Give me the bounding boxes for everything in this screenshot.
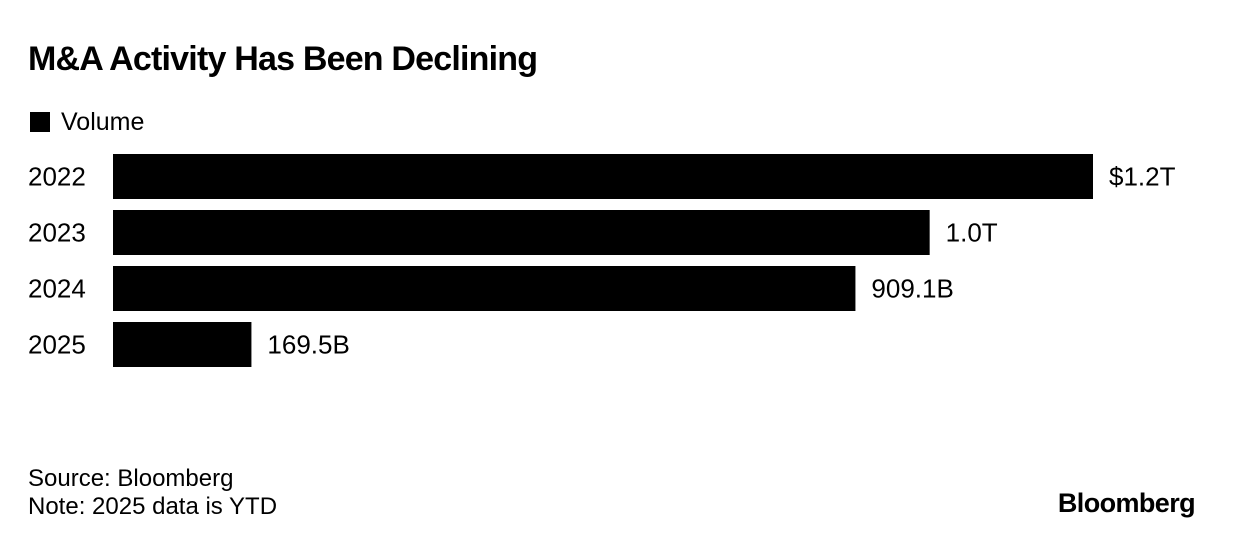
bar-2022 — [113, 154, 1093, 199]
data-label-2025: 169.5B — [267, 330, 349, 360]
bar-2023 — [113, 210, 930, 255]
legend-label-volume: Volume — [61, 107, 145, 136]
bar-2025 — [113, 322, 252, 367]
chart-title: M&A Activity Has Been Declining — [28, 40, 538, 78]
category-label-2022: 2022 — [28, 162, 86, 192]
footer-notes: Source: Bloomberg Note: 2025 data is YTD — [28, 465, 277, 521]
bar-2024 — [113, 266, 856, 311]
bloomberg-logo: Bloomberg — [1057, 488, 1196, 518]
category-label-2024: 2024 — [28, 274, 86, 304]
data-label-2024: 909.1B — [871, 274, 953, 304]
legend-swatch-volume — [30, 112, 50, 132]
source-note: Source: Bloomberg — [28, 465, 234, 492]
category-label-2025: 2025 — [28, 330, 86, 360]
data-label-2022: $1.2T — [1109, 162, 1176, 192]
legend: Volume — [30, 106, 144, 138]
category-label-2023: 2023 — [28, 218, 86, 248]
data-label-2023: 1.0T — [946, 218, 998, 248]
ytd-note: Note: 2025 data is YTD — [28, 493, 278, 520]
